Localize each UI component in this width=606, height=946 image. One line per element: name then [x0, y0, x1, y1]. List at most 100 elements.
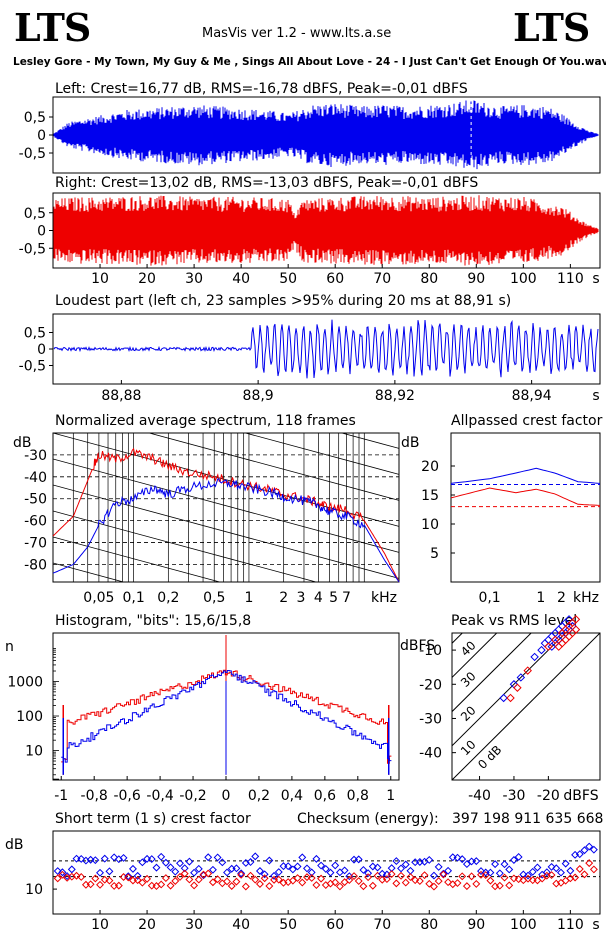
short-crest-point-right: [439, 870, 448, 879]
short-crest-point-left: [307, 868, 316, 877]
peak-rms-point-left: [554, 625, 563, 634]
spectrum-ytick-label: -50: [24, 492, 47, 508]
short-crest-point-left: [444, 866, 453, 875]
peak-rms-point-left: [537, 645, 546, 655]
crest-frame: [450, 432, 601, 583]
short-crest-point-right: [312, 881, 321, 889]
short-crest-point-right: [143, 874, 152, 883]
peak-rms-frame: [451, 632, 601, 781]
spectrum-xtick-label: 0,1: [122, 590, 144, 606]
right-wave-xtick-label: 80: [420, 271, 438, 287]
spectrum-xtick-label: 0,05: [83, 590, 114, 606]
loudest-ytick-label: 0,5: [24, 326, 46, 342]
short-crest-point-left: [557, 868, 565, 877]
short-crest-point-left: [415, 858, 424, 866]
peak-rms-point-right: [557, 639, 567, 648]
histogram-ytick-label: 10: [25, 744, 43, 760]
short-crest-point-right: [274, 875, 283, 884]
short-crest-point-left: [143, 854, 152, 863]
short-crest-point-left: [472, 857, 481, 866]
peak-rms-point-left: [561, 618, 570, 627]
short-crest-point-left: [232, 864, 241, 873]
right-wave-xtick-label: 90: [467, 271, 485, 287]
spectrum-xtick-label: 3: [297, 590, 306, 606]
peak-rms-point-left: [544, 635, 553, 645]
short-crest-xunit: s: [592, 917, 599, 933]
spectrum-slope: [244, 433, 399, 475]
right-wave-xunit: s: [592, 271, 599, 287]
crest-ytick-label: 5: [430, 546, 439, 562]
peak-rms-diagonals: [452, 633, 600, 780]
left-wave-ytick-label: -0,5: [19, 146, 46, 162]
short-crest-point-left: [171, 867, 180, 876]
right-wave-ytick-label: 0: [37, 224, 46, 240]
short-crest-point-right: [105, 876, 114, 885]
short-crest-point-left: [218, 858, 227, 867]
spectrum-ytick-label: -30: [24, 448, 47, 464]
short-crest-point-left: [528, 867, 537, 876]
short-crest-point-right: [194, 875, 203, 884]
short-crest-point-right: [505, 881, 514, 890]
spectrum-title: Normalized average spectrum, 118 frames: [55, 413, 356, 429]
short-crest-point-left: [326, 868, 335, 877]
loudest-ytick-label: -0,5: [19, 359, 46, 375]
loudest-xtick-label: 88,9: [243, 388, 274, 404]
right-wave-xtick-label: 60: [326, 271, 344, 287]
short-crest-point-left: [575, 850, 584, 859]
peak-rms-ylabel: dBFS: [400, 638, 435, 654]
peak-rms-diag: [452, 633, 567, 747]
crest-xunit: kHz: [573, 590, 599, 606]
short-crest-point-left: [138, 858, 147, 867]
short-crest-point-left: [96, 868, 104, 877]
loudest-ytick-label: 0: [37, 342, 46, 358]
short-crest-point-left: [448, 853, 457, 862]
short-crest-point-left: [387, 864, 396, 873]
short-crest-point-left: [303, 864, 311, 873]
short-crest-point-left: [509, 856, 518, 864]
short-crest-point-right: [458, 872, 467, 881]
right-wave-xtick-label: 100: [510, 271, 537, 287]
short-crest-point-right: [208, 878, 217, 887]
short-crest-point-left: [580, 846, 589, 855]
short-crest-point-left: [227, 864, 236, 873]
short-crest-point-right: [406, 873, 415, 882]
short-crest-point-right: [77, 872, 86, 881]
right-wave-xtick-label: 20: [138, 271, 156, 287]
short-crest-point-left: [208, 865, 217, 874]
short-crest-point-right: [495, 881, 504, 890]
short-crest-point-right: [241, 882, 250, 891]
peak-rms-point-right: [506, 693, 515, 703]
histogram-xtick-label: -0,2: [179, 788, 206, 804]
histogram-xtick-label: 0,2: [248, 788, 270, 804]
short-crest-point-left: [194, 864, 203, 873]
crest-xtick-label: 0,1: [478, 590, 500, 606]
peak-rms-title: Peak vs RMS level: [451, 613, 578, 629]
short-crest-point-right: [223, 877, 231, 886]
short-crest-point-right: [53, 874, 62, 883]
right-wave-ytick-label: 0,5: [24, 206, 46, 222]
short-crest-point-left: [585, 842, 594, 851]
short-crest-point-left: [430, 871, 438, 880]
loudest-xunit: s: [592, 388, 599, 404]
short-crest-point-left: [462, 860, 471, 869]
peak-rms-point-left: [564, 615, 574, 624]
short-crest-point-left: [265, 856, 274, 865]
short-crest-point-left: [190, 868, 199, 877]
short-crest-point-left: [72, 854, 81, 863]
short-crest-point-right: [364, 873, 373, 882]
spectrum-xtick-label: 1: [244, 590, 253, 606]
short-crest-point-right: [528, 876, 537, 885]
histogram-xtick-label: -1: [54, 788, 68, 804]
short-crest-point-right: [509, 874, 518, 883]
short-crest-point-left: [288, 865, 297, 874]
crest-ytick-label: 20: [421, 459, 439, 475]
short-crest-point-left: [312, 854, 321, 863]
short-crest-point-left: [401, 860, 410, 869]
crest-ytick-label: 15: [421, 488, 439, 504]
short-crest-point-right: [575, 865, 584, 873]
loudest-trace: [53, 319, 599, 379]
short-crest-point-left: [100, 854, 109, 863]
peak-rms-point-right: [551, 635, 560, 645]
short-crest-xtick-label: 10: [91, 917, 109, 933]
